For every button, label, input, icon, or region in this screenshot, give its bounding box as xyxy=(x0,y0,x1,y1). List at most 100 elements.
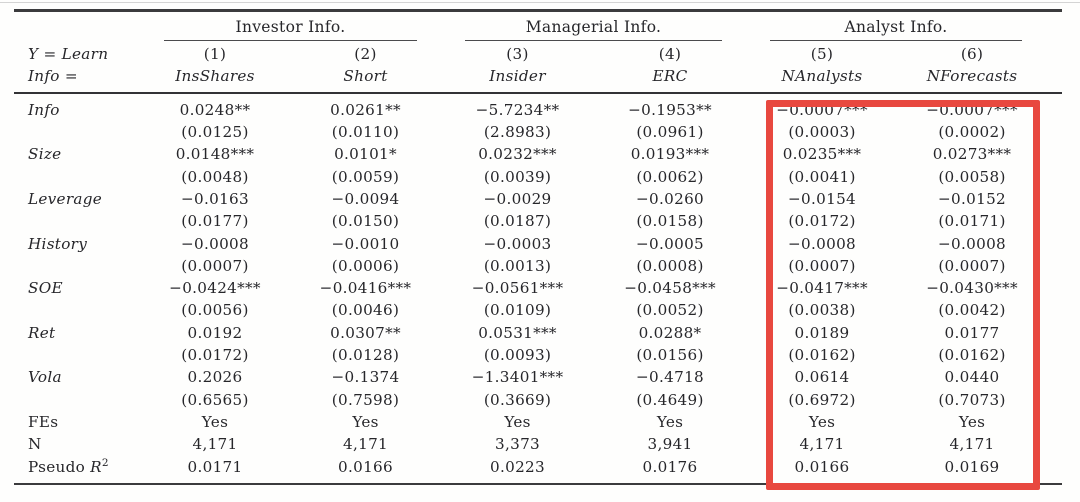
se-row: (0.0048) (0.0059) (0.0039) (0.0062) (0.0041)… xyxy=(14,166,1062,188)
column-name: Insider xyxy=(441,64,595,94)
se-cell: (0.0059) xyxy=(331,167,400,186)
stat-cell: 0.0223 xyxy=(490,457,545,476)
se-cell: (0.0007) xyxy=(181,256,249,275)
right-spacer xyxy=(1046,93,1062,121)
se-cell: (0.0062) xyxy=(636,167,704,186)
stat-cell: Yes xyxy=(808,412,836,431)
se-cell: (0.0006) xyxy=(331,256,400,275)
stat-cell: Yes xyxy=(504,412,531,431)
se-cell: (0.0013) xyxy=(483,256,552,275)
right-spacer xyxy=(1046,121,1062,143)
coef-cell: −0.0424*** xyxy=(169,279,261,298)
right-spacer xyxy=(1046,322,1062,344)
se-cell: (0.0172) xyxy=(788,212,856,231)
row-label-empty xyxy=(14,344,140,366)
stat-cell: 4,171 xyxy=(343,435,388,454)
stat-cell: 4,171 xyxy=(192,435,238,454)
stat-cell: 0.0176 xyxy=(642,457,698,476)
stat-row: N 4,171 4,171 3,373 3,941 4,171 4,171 xyxy=(14,433,1062,455)
right-spacer xyxy=(1046,411,1062,433)
right-spacer xyxy=(1046,210,1062,232)
column-name: Short xyxy=(290,64,442,94)
corner-label-line2: Info = xyxy=(14,64,140,94)
group-header-investor-label: Investor Info. xyxy=(164,17,417,41)
coef-cell: 0.0614 xyxy=(794,368,850,387)
se-cell: (0.3669) xyxy=(483,390,552,409)
right-spacer xyxy=(1046,433,1062,455)
coef-cell: −0.0152 xyxy=(938,189,1006,208)
column-number: (6) xyxy=(960,44,984,63)
coef-cell: −0.0417*** xyxy=(776,279,868,298)
right-spacer xyxy=(1046,456,1062,484)
stat-cell: 0.0166 xyxy=(338,457,393,476)
group-header-managerial: Managerial Info. xyxy=(441,11,746,41)
se-cell: (0.0052) xyxy=(636,301,704,320)
column-name: ERC xyxy=(594,64,747,94)
coef-cell: −0.0029 xyxy=(483,189,552,208)
coef-cell: 0.0288* xyxy=(638,323,702,342)
corner-label-line1: Y = Learn xyxy=(28,44,109,63)
row-label: Ret xyxy=(28,323,56,342)
se-cell: (0.0042) xyxy=(938,301,1006,320)
regression-table: Investor Info. Managerial Info. Analyst … xyxy=(14,9,1063,485)
coef-cell: −0.0163 xyxy=(181,189,249,208)
coef-cell: −0.4718 xyxy=(636,368,704,387)
coef-cell: 0.2026 xyxy=(187,368,243,387)
se-cell: (0.0125) xyxy=(181,123,249,142)
right-spacer xyxy=(1046,255,1062,277)
group-header-row: Investor Info. Managerial Info. Analyst … xyxy=(14,11,1062,41)
coef-cell: 0.0192 xyxy=(187,323,243,342)
se-cell: (0.0172) xyxy=(181,346,249,365)
column-name: NForecasts xyxy=(898,64,1047,94)
stat-cell: Yes xyxy=(958,412,986,431)
row-label-empty xyxy=(14,255,140,277)
row-label: History xyxy=(28,234,88,253)
corner-spacer xyxy=(14,11,140,41)
se-cell: (0.7598) xyxy=(331,390,400,409)
coef-cell: −0.0154 xyxy=(788,189,856,208)
coef-row: Info 0.0248** 0.0261** −5.7234** −0.1953** −0… xyxy=(14,93,1062,121)
coef-cell: −0.0561*** xyxy=(471,279,564,298)
coef-cell: −0.0260 xyxy=(636,189,704,208)
column-name: InsShares xyxy=(140,64,290,94)
row-label-empty xyxy=(14,299,140,321)
se-cell: (0.0156) xyxy=(636,346,704,365)
stat-cell: 3,373 xyxy=(495,435,540,454)
se-cell: (0.0048) xyxy=(181,167,249,186)
se-cell: (0.0162) xyxy=(788,346,856,365)
se-cell: (0.0058) xyxy=(938,167,1006,186)
stat-cell: 4,171 xyxy=(949,435,995,454)
stat-cell: 3,941 xyxy=(647,435,693,454)
coef-cell: −0.0010 xyxy=(331,234,400,253)
coef-cell: 0.0101* xyxy=(334,145,397,164)
table-body: Info 0.0248** 0.0261** −5.7234** −0.1953** −0… xyxy=(14,93,1062,484)
page-top-divider xyxy=(0,2,1080,3)
row-label-empty xyxy=(14,166,140,188)
se-cell: (0.0150) xyxy=(331,212,400,231)
coef-cell: 0.0148*** xyxy=(175,145,255,164)
se-cell: (0.0158) xyxy=(636,212,704,231)
stat-row: Pseudo R2 0.0171 0.0166 0.0223 0.0176 0.0166 0… xyxy=(14,456,1062,484)
coef-cell: −0.0008 xyxy=(788,234,856,253)
stat-cell: 0.0169 xyxy=(944,457,1000,476)
coef-cell: 0.0531*** xyxy=(478,323,557,342)
coef-cell: 0.0440 xyxy=(944,368,1000,387)
coef-row: History −0.0008 −0.0010 −0.0003 −0.0005 −0.00… xyxy=(14,233,1062,255)
se-cell: (0.0039) xyxy=(483,167,552,186)
right-spacer xyxy=(1046,64,1063,94)
se-cell: (0.0008) xyxy=(636,256,704,275)
stat-cell: Yes xyxy=(201,412,229,431)
se-cell: (0.0056) xyxy=(181,301,249,320)
se-cell: (0.0007) xyxy=(938,256,1006,275)
se-cell: (0.0187) xyxy=(483,212,552,231)
se-cell: (0.0003) xyxy=(788,123,856,142)
se-row: (0.0125) (0.0110) (2.8983) (0.0961) (0.0003)… xyxy=(14,121,1062,143)
row-label-empty xyxy=(14,389,140,411)
coef-cell: −0.0430*** xyxy=(926,279,1018,298)
se-cell: (0.7073) xyxy=(938,390,1006,409)
coef-cell: 0.0232*** xyxy=(478,145,557,164)
coef-cell: 0.0307** xyxy=(330,323,401,342)
coef-cell: −0.0458*** xyxy=(624,279,716,298)
coef-cell: −5.7234** xyxy=(475,100,560,119)
